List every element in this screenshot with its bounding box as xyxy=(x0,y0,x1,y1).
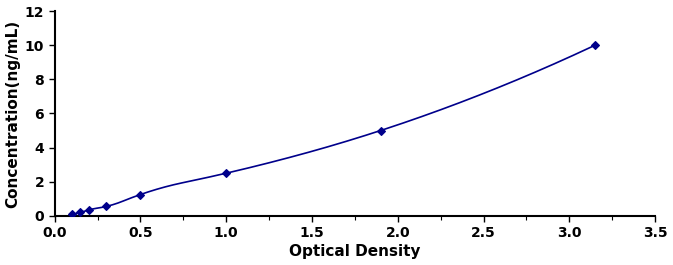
X-axis label: Optical Density: Optical Density xyxy=(289,244,421,259)
Y-axis label: Concentration(ng/mL): Concentration(ng/mL) xyxy=(5,19,21,207)
